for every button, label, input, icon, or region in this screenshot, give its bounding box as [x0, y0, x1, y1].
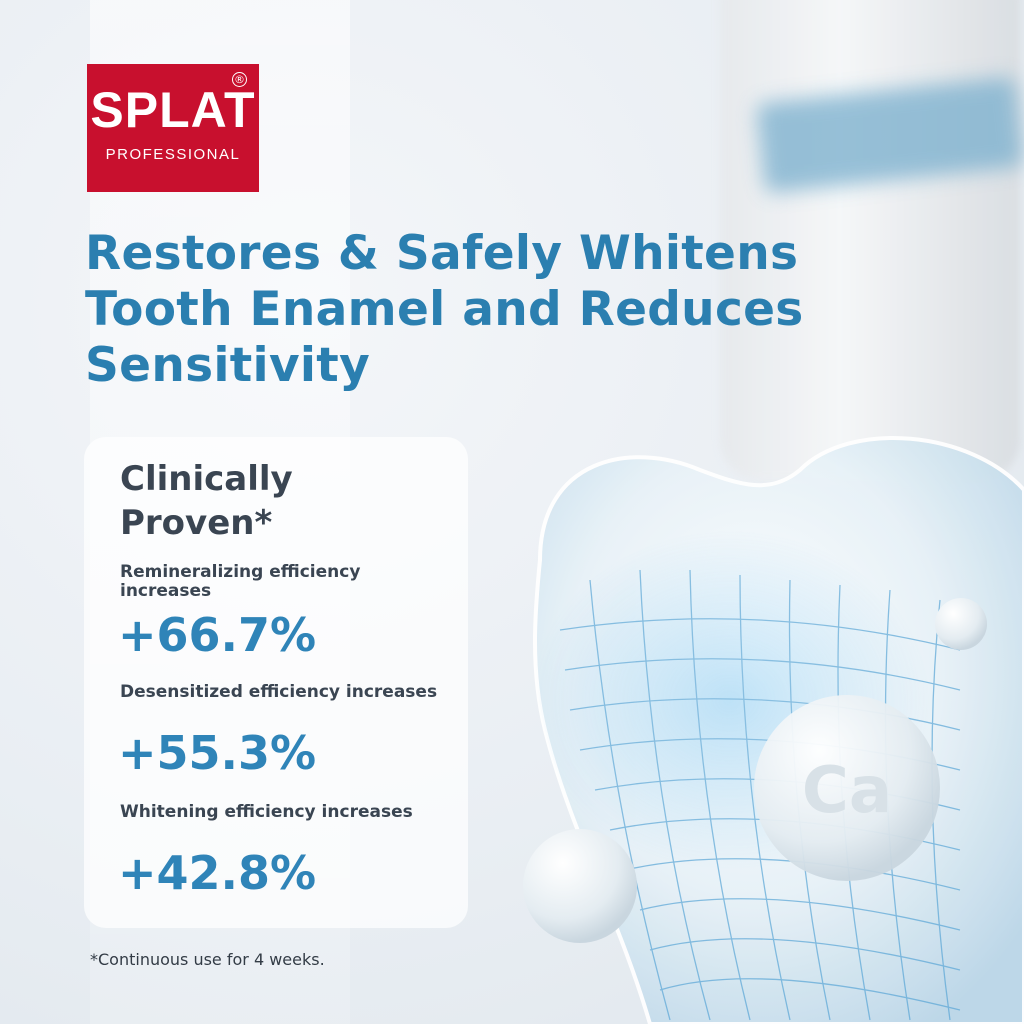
stat-label-whitening: Whitening efficiency increases — [120, 802, 413, 822]
stat-value-desensitized: +55.3% — [118, 726, 317, 780]
toothpaste-tube-image — [720, 0, 1020, 480]
logo-subtitle: PROFESSIONAL — [105, 146, 241, 163]
calcium-label: Ca — [802, 754, 892, 828]
stat-label-desensitized: Desensitized efficiency increases — [120, 682, 438, 702]
splat-logo: SPLAT PROFESSIONAL ® — [87, 64, 259, 192]
registered-mark: ® — [232, 72, 247, 87]
stat-value-whitening: +42.8% — [118, 846, 317, 900]
stat-label-remineralizing: Remineralizing efficiency increases — [120, 562, 361, 601]
stat-value-remineralizing: +66.7% — [118, 608, 317, 662]
small-sphere-bottom — [523, 829, 637, 943]
headline: Restores & Safely Whitens Tooth Enamel a… — [85, 226, 804, 393]
tooth-icon: Ca — [523, 436, 1024, 1024]
calcium-sphere-icon — [754, 695, 940, 881]
small-sphere-top — [935, 598, 987, 650]
card-title: Clinically Proven* — [120, 459, 293, 543]
footnote: *Continuous use for 4 weeks. — [90, 950, 325, 969]
clinical-results-card: Clinically Proven* Remineralizing effici… — [84, 437, 468, 928]
logo-name: SPLAT — [90, 82, 256, 138]
